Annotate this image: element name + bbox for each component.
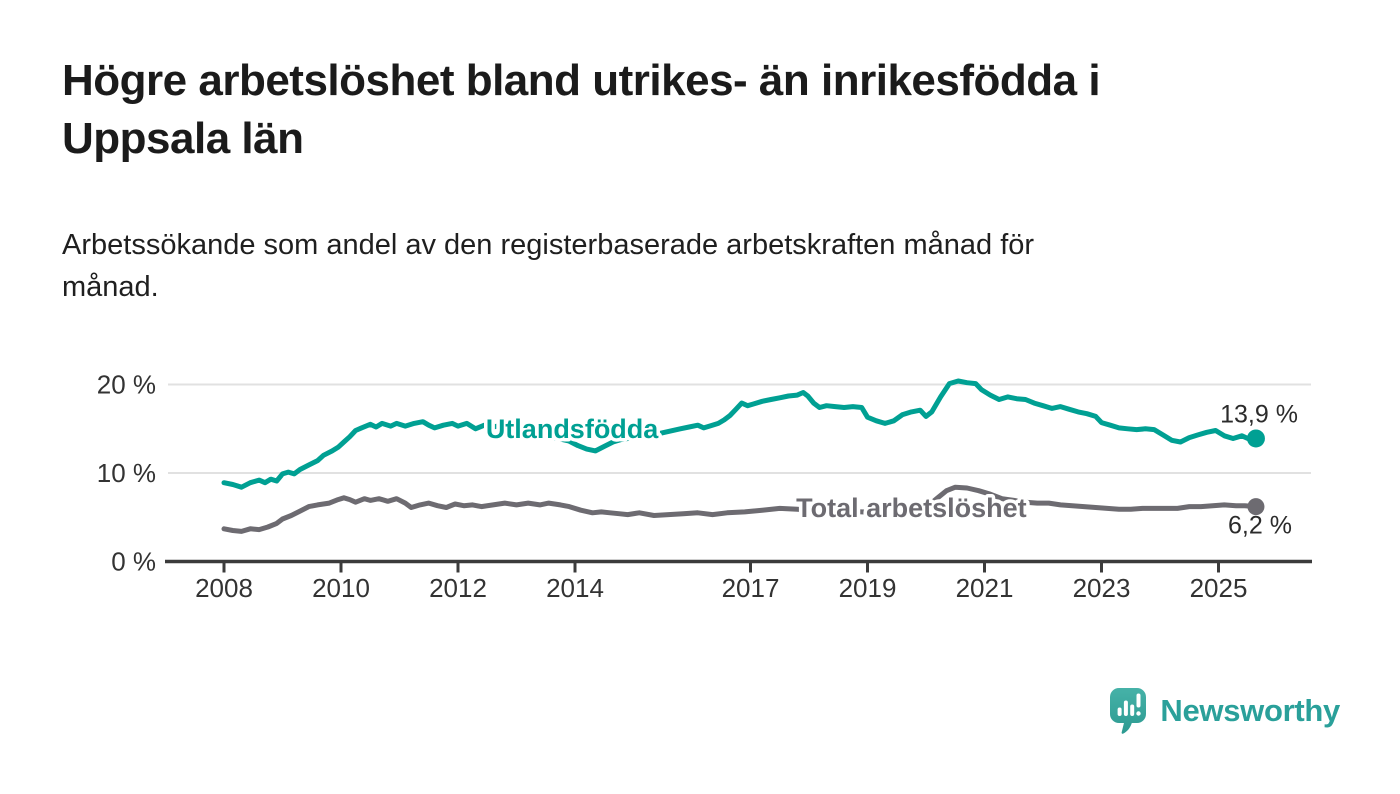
latest-value-label: 6,2 % [1228,512,1292,540]
y-axis-tick-label: 10 % [97,458,156,488]
series-end-dot [1246,429,1265,448]
subtitle-line-1: Arbetssökande som andel av den registerb… [62,229,1035,261]
series-line-total [221,484,1259,534]
x-axis-tick-label: 2019 [839,573,897,603]
series-end-dot [1247,498,1265,516]
x-axis-tick-label: 2010 [312,573,370,603]
x-axis-tick-label: 2008 [195,573,253,603]
x-axis-tick-label: 2021 [956,573,1014,603]
series-label-total: Total arbetslöshet [796,493,1027,523]
chart-subtitle: Arbetssökande som andel av den registerb… [62,224,1034,308]
series-line-utlandsfodda [221,378,1259,490]
newsworthy-logo: Newsworthy [1109,687,1340,735]
newsworthy-speech-bubble-chart-icon [1110,688,1147,734]
x-axis-tick-label: 2017 [722,573,780,603]
x-axis-tick-label: 2012 [429,573,487,603]
y-axis-tick-label: 20 % [97,370,156,400]
x-axis-tick-label: 2023 [1073,573,1131,603]
logo-text: Newsworthy [1160,693,1340,728]
page-title: Högre arbetslöshet bland utrikes- än inr… [62,52,1101,168]
title-line-1: Högre arbetslöshet bland utrikes- än inr… [62,56,1101,105]
subtitle-line-2: månad. [62,271,159,303]
x-axis-tick-label: 2014 [546,573,604,603]
y-axis-tick-label: 0 % [111,547,156,577]
title-line-2: Uppsala län [62,114,304,163]
x-axis-tick-label: 2025 [1190,573,1248,603]
series-label-utlandsfodda: Utlandsfödda [486,414,659,444]
latest-value-label: 13,9 % [1220,400,1298,428]
